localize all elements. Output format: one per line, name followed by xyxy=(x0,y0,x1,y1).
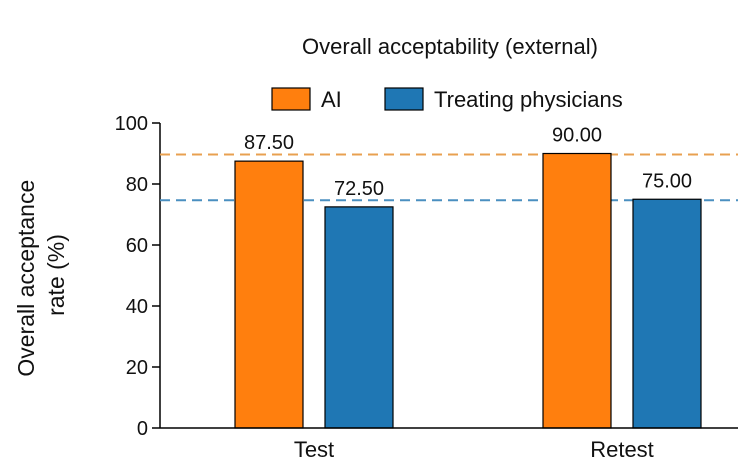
y-tick-label: 80 xyxy=(126,174,148,196)
bar-ai-retest xyxy=(543,154,611,429)
y-axis-label: Overall acceptance rate (%) xyxy=(13,173,69,376)
bar-treating-physicians-retest xyxy=(633,199,701,428)
y-tick-label: 60 xyxy=(126,235,148,257)
data-label: 87.50 xyxy=(244,132,294,154)
x-category-label: Retest xyxy=(590,437,654,462)
bar-ai-test xyxy=(235,161,303,428)
bar-treating-physicians-test xyxy=(325,207,393,428)
legend-swatch-treating-physicians xyxy=(385,88,423,110)
y-axis-label-line-1: Overall acceptance xyxy=(13,180,39,377)
data-label: 75.00 xyxy=(642,170,692,192)
x-axis: Test Retest xyxy=(160,428,738,462)
chart-title: Overall acceptability (external) xyxy=(302,34,598,59)
y-tick-label: 20 xyxy=(126,357,148,379)
legend-swatch-ai xyxy=(272,88,310,110)
x-category-label: Test xyxy=(294,437,334,462)
y-tick-label: 0 xyxy=(137,418,148,440)
data-label: 90.00 xyxy=(552,125,602,147)
y-tick-label: 40 xyxy=(126,296,148,318)
data-label: 72.50 xyxy=(334,178,384,200)
legend-label-ai: AI xyxy=(321,87,342,112)
legend-label-treating-physicians: Treating physicians xyxy=(434,87,623,112)
y-axis-label-line-2: rate (%) xyxy=(43,234,69,316)
y-tick-label: 100 xyxy=(115,113,148,135)
bars: 87.50 72.50 90.00 75.00 xyxy=(235,125,701,429)
legend: AI Treating physicians xyxy=(272,87,623,112)
y-axis: 0 20 40 60 80 100 xyxy=(115,113,160,440)
